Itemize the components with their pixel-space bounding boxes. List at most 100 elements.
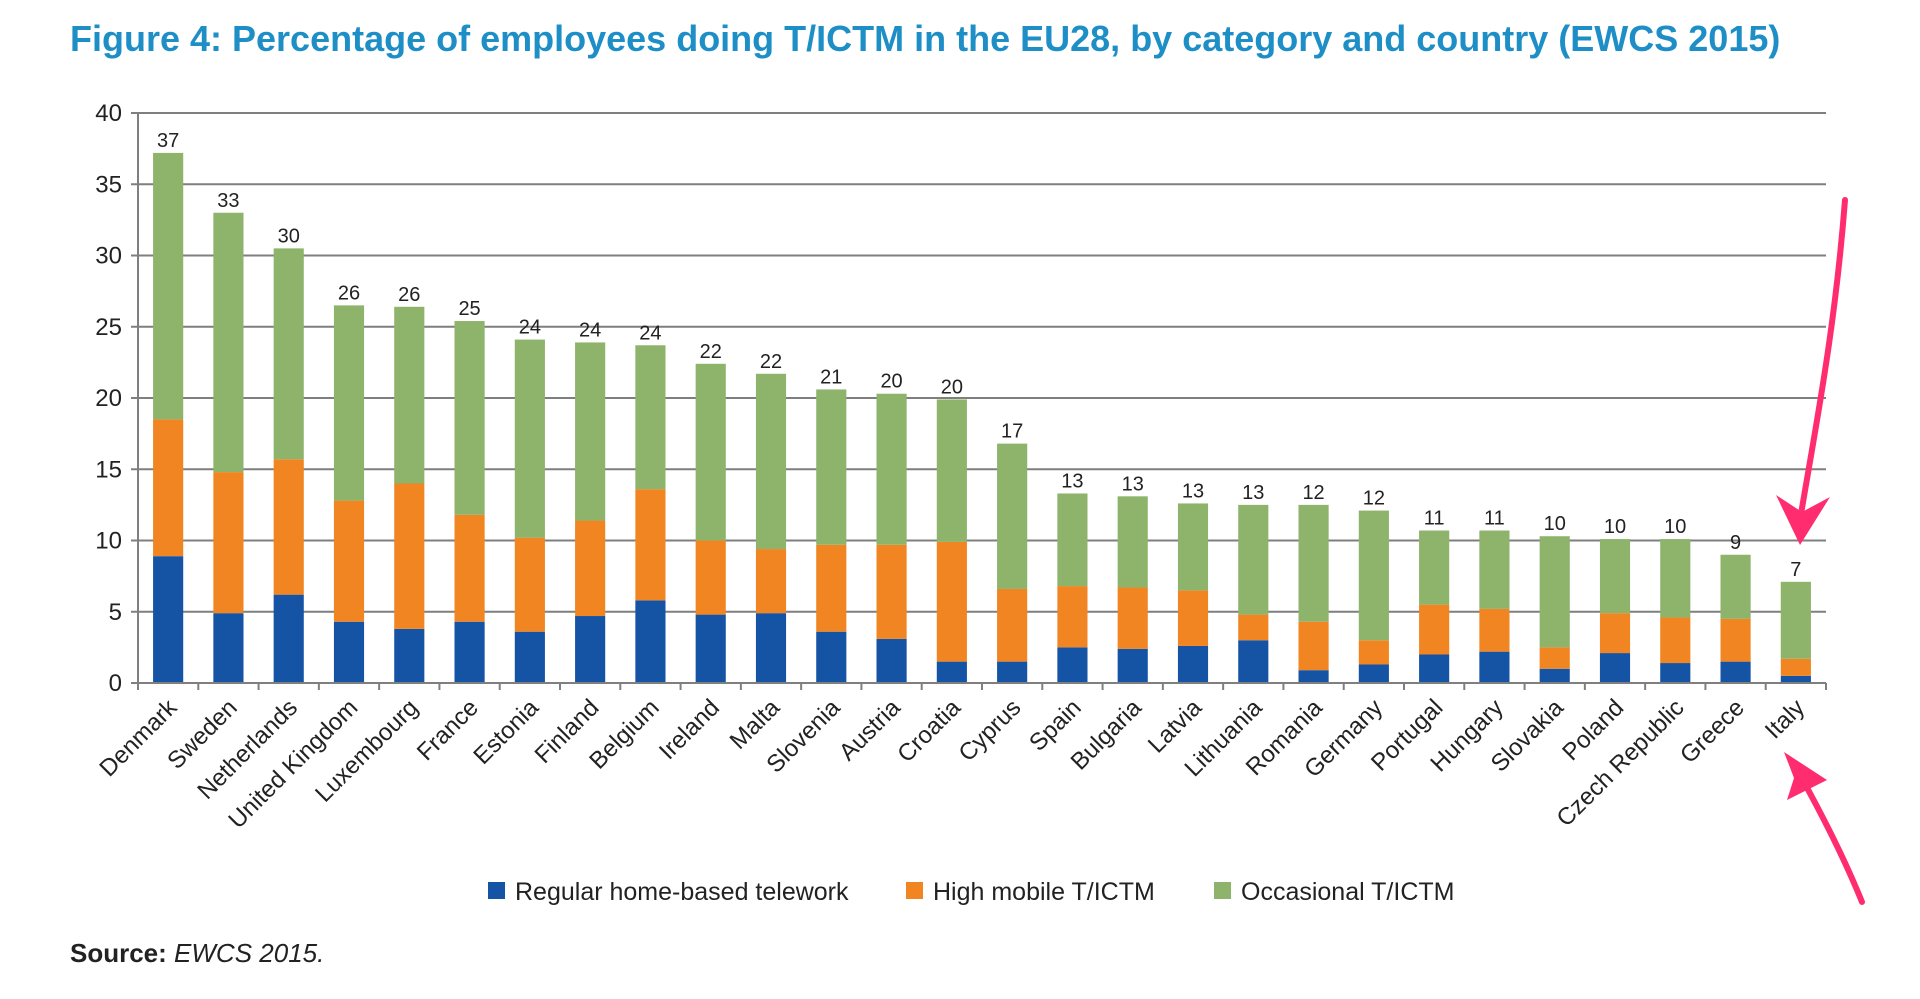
- bar-segment-high-mobile-lithuania: [1238, 614, 1269, 641]
- bar-segment-regular-netherlands: [273, 594, 304, 683]
- bar-segment-regular-sweden: [213, 613, 244, 683]
- y-tick-label: 30: [95, 243, 122, 270]
- data-label: 10: [1664, 516, 1686, 538]
- bar-segment-high-mobile-czech-republic: [1660, 617, 1691, 664]
- data-label: 13: [1061, 470, 1083, 492]
- data-labels: 37 33 30 26 26 25 24 24 24 22 22 21 20 20 17 13 13 13 13 12…: [157, 130, 1801, 581]
- arrow-bottom-head: [1784, 752, 1827, 800]
- axes: [137, 113, 1827, 690]
- bar-segment-occasional-italy: [1780, 581, 1811, 659]
- x-axis-label: Estonia: [468, 694, 544, 770]
- x-axis-label: Ireland: [654, 694, 725, 765]
- bar-segment-occasional-slovenia: [816, 389, 847, 545]
- legend: Regular home-based telework High mobile T…: [488, 878, 1454, 906]
- bar-segment-high-mobile-romania: [1298, 621, 1329, 671]
- data-label: 22: [760, 351, 782, 373]
- data-label: 13: [1182, 480, 1204, 502]
- data-label: 10: [1604, 516, 1626, 538]
- bar-segment-regular-finland: [575, 616, 606, 683]
- bar-segment-high-mobile-ireland: [695, 540, 726, 615]
- bar-segment-regular-denmark: [153, 556, 184, 683]
- bar-segment-regular-germany: [1358, 664, 1389, 683]
- data-label: 17: [1001, 421, 1023, 443]
- bar-segment-high-mobile-germany: [1358, 640, 1389, 665]
- x-axis-label: Austria: [834, 694, 906, 766]
- bar-segment-occasional-poland: [1599, 539, 1631, 614]
- bar-segment-occasional-estonia: [514, 339, 545, 538]
- bar-segment-occasional-france: [454, 321, 485, 515]
- data-label: 26: [398, 284, 420, 306]
- bar-segment-regular-ireland: [695, 614, 726, 683]
- highlight-arrows: [1776, 197, 1865, 905]
- legend-swatch: [906, 882, 923, 899]
- data-label: 20: [941, 376, 963, 398]
- bar-segment-occasional-bulgaria: [1117, 496, 1148, 588]
- bar-segment-regular-cyprus: [997, 661, 1028, 683]
- bar-segment-high-mobile-latvia: [1177, 590, 1209, 646]
- bar-segment-high-mobile-poland: [1599, 613, 1631, 654]
- bar-segment-high-mobile-malta: [755, 549, 787, 614]
- bar-segment-high-mobile-belgium: [635, 489, 666, 601]
- arrow-bottom: [1797, 772, 1865, 905]
- data-label: 30: [278, 225, 300, 247]
- bar-segment-high-mobile-estonia: [514, 537, 545, 632]
- bar-segment-high-mobile-sweden: [213, 472, 244, 614]
- legend-label: High mobile T/ICTM: [933, 878, 1155, 906]
- data-label: 24: [639, 322, 661, 344]
- bar-segment-high-mobile-united-kingdom: [333, 500, 365, 622]
- bar-segment-occasional-greece: [1720, 554, 1751, 619]
- bar-segment-high-mobile-austria: [876, 544, 907, 639]
- data-label: 33: [217, 190, 239, 212]
- bar-segment-high-mobile-netherlands: [273, 459, 304, 595]
- bars: [153, 152, 1811, 683]
- bar-segment-regular-austria: [876, 638, 907, 683]
- data-label: 13: [1242, 482, 1264, 504]
- bar-segment-occasional-spain: [1057, 493, 1088, 587]
- bar-segment-occasional-latvia: [1177, 503, 1209, 591]
- bar-segment-high-mobile-bulgaria: [1117, 587, 1148, 649]
- bar-segment-regular-france: [454, 621, 485, 683]
- data-label: 20: [880, 371, 902, 393]
- bar-segment-high-mobile-slovenia: [816, 544, 847, 632]
- bar-segment-high-mobile-hungary: [1479, 608, 1510, 652]
- data-label: 24: [519, 317, 541, 339]
- bar-segment-high-mobile-cyprus: [997, 588, 1028, 662]
- bar-segment-high-mobile-france: [454, 514, 485, 622]
- x-axis-label: Cyprus: [954, 694, 1027, 767]
- data-label: 22: [700, 341, 722, 363]
- data-label: 7: [1790, 559, 1801, 581]
- bar-segment-regular-greece: [1720, 661, 1751, 683]
- bar-segment-high-mobile-portugal: [1419, 604, 1450, 655]
- bar-segment-regular-united-kingdom: [333, 621, 365, 683]
- data-label: 12: [1302, 482, 1324, 504]
- bar-segment-high-mobile-italy: [1780, 658, 1811, 676]
- y-axis-tick-labels: 0 5 10 15 20 25 30 35 40: [95, 100, 122, 697]
- bar-segment-occasional-ireland: [695, 363, 726, 541]
- data-label: 21: [820, 366, 842, 388]
- legend-swatch: [1214, 882, 1231, 899]
- y-tick-label: 40: [95, 100, 122, 127]
- bar-segment-occasional-denmark: [153, 152, 184, 420]
- bar-segment-high-mobile-slovakia: [1539, 647, 1570, 669]
- bar-segment-occasional-lithuania: [1238, 504, 1269, 615]
- bar-segment-regular-luxembourg: [394, 628, 425, 683]
- y-tick-label: 0: [109, 670, 122, 697]
- data-label: 10: [1544, 513, 1566, 535]
- bar-segment-high-mobile-spain: [1057, 586, 1088, 648]
- bar-segment-regular-czech-republic: [1660, 663, 1691, 683]
- bar-segment-regular-slovenia: [816, 631, 847, 683]
- data-label: 24: [579, 319, 601, 341]
- y-tick-label: 20: [95, 385, 122, 412]
- bar-segment-high-mobile-greece: [1720, 618, 1751, 662]
- bar-segment-regular-slovakia: [1539, 668, 1570, 683]
- bar-segment-regular-romania: [1298, 670, 1329, 683]
- bar-segment-occasional-romania: [1298, 504, 1329, 622]
- data-label: 13: [1122, 473, 1144, 495]
- bar-segment-occasional-portugal: [1419, 530, 1450, 605]
- bar-segment-occasional-luxembourg: [394, 306, 425, 484]
- gridlines: [131, 112, 1826, 684]
- x-axis-label: Italy: [1760, 694, 1810, 744]
- bar-segment-regular-estonia: [514, 631, 545, 683]
